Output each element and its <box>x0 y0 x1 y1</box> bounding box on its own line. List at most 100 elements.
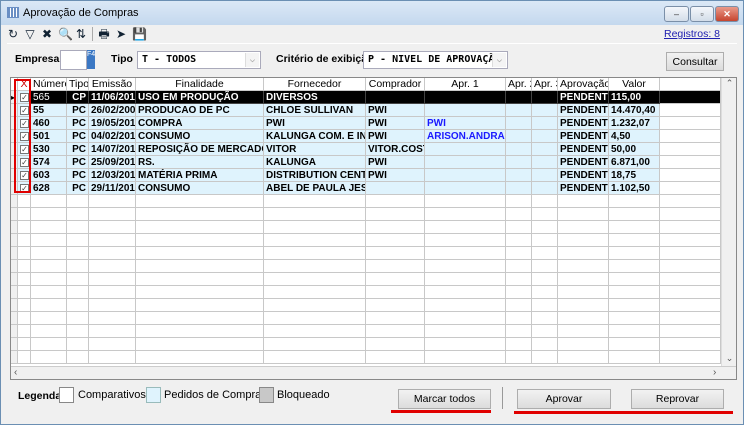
empresa-input[interactable] <box>60 50 87 70</box>
grid-cell-comprador[interactable] <box>366 182 425 195</box>
grid-cell-valor[interactable]: 1.102,50 <box>609 182 660 195</box>
row-indicator[interactable] <box>11 195 18 208</box>
row-checkbox[interactable]: ✓ <box>18 104 31 117</box>
row-checkbox[interactable] <box>18 299 31 312</box>
row-checkbox[interactable] <box>18 338 31 351</box>
grid-cell-apr-3[interactable] <box>532 182 558 195</box>
chevron-down-icon[interactable]: ⌵ <box>245 53 259 67</box>
maximize-button[interactable]: ▫ <box>690 6 714 22</box>
horizontal-scrollbar[interactable]: ‹ › <box>11 366 736 379</box>
grid-cell-fornecedor[interactable]: DIVERSOS <box>264 91 366 104</box>
column-header-finalidade[interactable]: Finalidade <box>136 78 264 91</box>
grid-cell-comprador[interactable]: PWI <box>366 130 425 143</box>
column-header-n-mero[interactable]: Número <box>31 78 67 91</box>
grid-cell-aprova-o[interactable]: PENDENTE <box>558 130 609 143</box>
grid-cell-comprador[interactable]: VITOR.COSTA <box>366 143 425 156</box>
grid-cell-fornecedor[interactable]: KALUNGA <box>264 156 366 169</box>
grid-cell-tipo[interactable]: PC <box>67 130 89 143</box>
grid-cell-fornecedor[interactable]: VITOR <box>264 143 366 156</box>
grid-cell-apr-2[interactable] <box>506 156 532 169</box>
grid-cell-fornecedor[interactable]: ABEL DE PAULA JESUS <box>264 182 366 195</box>
grid-cell-tipo[interactable]: PC <box>67 104 89 117</box>
grid-cell-valor[interactable]: 50,00 <box>609 143 660 156</box>
grid-cell-aprova-o[interactable]: PENDENTE <box>558 169 609 182</box>
grid-cell-comprador[interactable]: PWI <box>366 156 425 169</box>
criterio-select[interactable]: P - NIVEL DE APROVAÇÃO ⌵ <box>363 51 508 69</box>
row-indicator[interactable] <box>11 351 18 364</box>
grid-cell-apr-3[interactable] <box>532 117 558 130</box>
grid-cell-fornecedor[interactable]: CHLOE SULLIVAN <box>264 104 366 117</box>
grid-cell-n-mero[interactable]: 55 <box>31 104 67 117</box>
grid-cell-tipo[interactable]: PC <box>67 182 89 195</box>
tipo-select[interactable]: T - TODOS ⌵ <box>137 51 261 69</box>
row-indicator[interactable] <box>11 312 18 325</box>
row-indicator[interactable] <box>11 221 18 234</box>
row-checkbox[interactable] <box>18 325 31 338</box>
grid-cell-aprova-o[interactable]: PENDENTE <box>558 117 609 130</box>
scroll-up-icon[interactable]: ⌃ <box>725 78 734 88</box>
grid-cell-n-mero[interactable]: 574 <box>31 156 67 169</box>
checkbox-checked-icon[interactable]: ✓ <box>20 106 29 115</box>
grid-cell-valor[interactable]: 1.232,07 <box>609 117 660 130</box>
row-indicator[interactable] <box>11 208 18 221</box>
grid-cell-emiss-o[interactable]: 19/05/2015 <box>89 117 136 130</box>
grid-cell-apr-2[interactable] <box>506 104 532 117</box>
sort-icon[interactable]: ⇅ <box>75 27 87 41</box>
consultar-button[interactable]: Consultar <box>666 52 724 71</box>
row-checkbox[interactable] <box>18 247 31 260</box>
grid-cell-valor[interactable]: 6.871,00 <box>609 156 660 169</box>
grid-cell-valor[interactable]: 18,75 <box>609 169 660 182</box>
grid-cell-emiss-o[interactable]: 29/11/2019 <box>89 182 136 195</box>
grid-cell-apr-1[interactable] <box>425 104 506 117</box>
column-header-tipo[interactable]: Tipo <box>67 78 89 91</box>
chevron-down-icon[interactable]: ⌵ <box>492 53 506 67</box>
grid-cell-apr-2[interactable] <box>506 117 532 130</box>
column-header-apr-1[interactable]: Apr. 1 <box>425 78 506 91</box>
grid-cell-apr-2[interactable] <box>506 130 532 143</box>
grid-cell-apr-3[interactable] <box>532 143 558 156</box>
column-header-valor[interactable]: Valor <box>609 78 660 91</box>
export-icon[interactable]: ➤ <box>115 27 127 41</box>
grid-cell-tipo[interactable]: CP <box>67 91 89 104</box>
grid-cell-apr-1[interactable]: PWI <box>425 117 506 130</box>
refresh-icon[interactable]: ↻ <box>7 27 19 41</box>
checkbox-checked-icon[interactable]: ✓ <box>20 158 29 167</box>
grid-cell-valor[interactable]: 14.470,40 <box>609 104 660 117</box>
grid-cell-finalidade[interactable]: CONSUMO <box>136 130 264 143</box>
grid-cell-aprova-o[interactable]: PENDENTE <box>558 104 609 117</box>
grid-cell-fornecedor[interactable]: PWI <box>264 117 366 130</box>
grid-cell-comprador[interactable]: PWI <box>366 117 425 130</box>
grid-cell-apr-1[interactable] <box>425 91 506 104</box>
column-header-apr-2[interactable]: Apr. 2 <box>506 78 532 91</box>
grid-cell-finalidade[interactable]: PRODUCAO DE PC <box>136 104 264 117</box>
row-checkbox[interactable] <box>18 312 31 325</box>
grid-cell-emiss-o[interactable]: 11/06/2019 <box>89 91 136 104</box>
grid-cell-aprova-o[interactable]: PENDENTE <box>558 182 609 195</box>
grid-cell-apr-3[interactable] <box>532 104 558 117</box>
filter-icon[interactable]: ▽ <box>25 27 35 41</box>
grid-cell-valor[interactable]: 4,50 <box>609 130 660 143</box>
row-indicator[interactable] <box>11 234 18 247</box>
row-checkbox[interactable] <box>18 234 31 247</box>
row-indicator[interactable] <box>11 286 18 299</box>
grid-cell-apr-1[interactable] <box>425 182 506 195</box>
grid-cell-tipo[interactable]: PC <box>67 169 89 182</box>
grid-cell-n-mero[interactable]: 460 <box>31 117 67 130</box>
marcar-todos-button[interactable]: Marcar todos <box>398 389 491 409</box>
column-header-aprova-o[interactable]: Aprovação <box>558 78 609 91</box>
row-indicator[interactable] <box>11 325 18 338</box>
grid-cell-emiss-o[interactable]: 25/09/2018 <box>89 156 136 169</box>
row-checkbox[interactable]: ✓ <box>18 143 31 156</box>
grid-cell-apr-2[interactable] <box>506 143 532 156</box>
grid-cell-tipo[interactable]: PC <box>67 143 89 156</box>
minimize-button[interactable]: – <box>664 6 689 22</box>
grid-cell-finalidade[interactable]: USO EM PRODUÇÃO <box>136 91 264 104</box>
grid-cell-apr-3[interactable] <box>532 169 558 182</box>
grid-cell-apr-1[interactable] <box>425 156 506 169</box>
grid-cell-apr-3[interactable] <box>532 91 558 104</box>
checkbox-checked-icon[interactable]: ✓ <box>20 132 29 141</box>
grid-cell-finalidade[interactable]: REPOSIÇÃO DE MERCADORIA <box>136 143 264 156</box>
grid-cell-apr-1[interactable]: ARISON.ANDRADE <box>425 130 506 143</box>
row-checkbox[interactable] <box>18 208 31 221</box>
row-checkbox[interactable] <box>18 195 31 208</box>
